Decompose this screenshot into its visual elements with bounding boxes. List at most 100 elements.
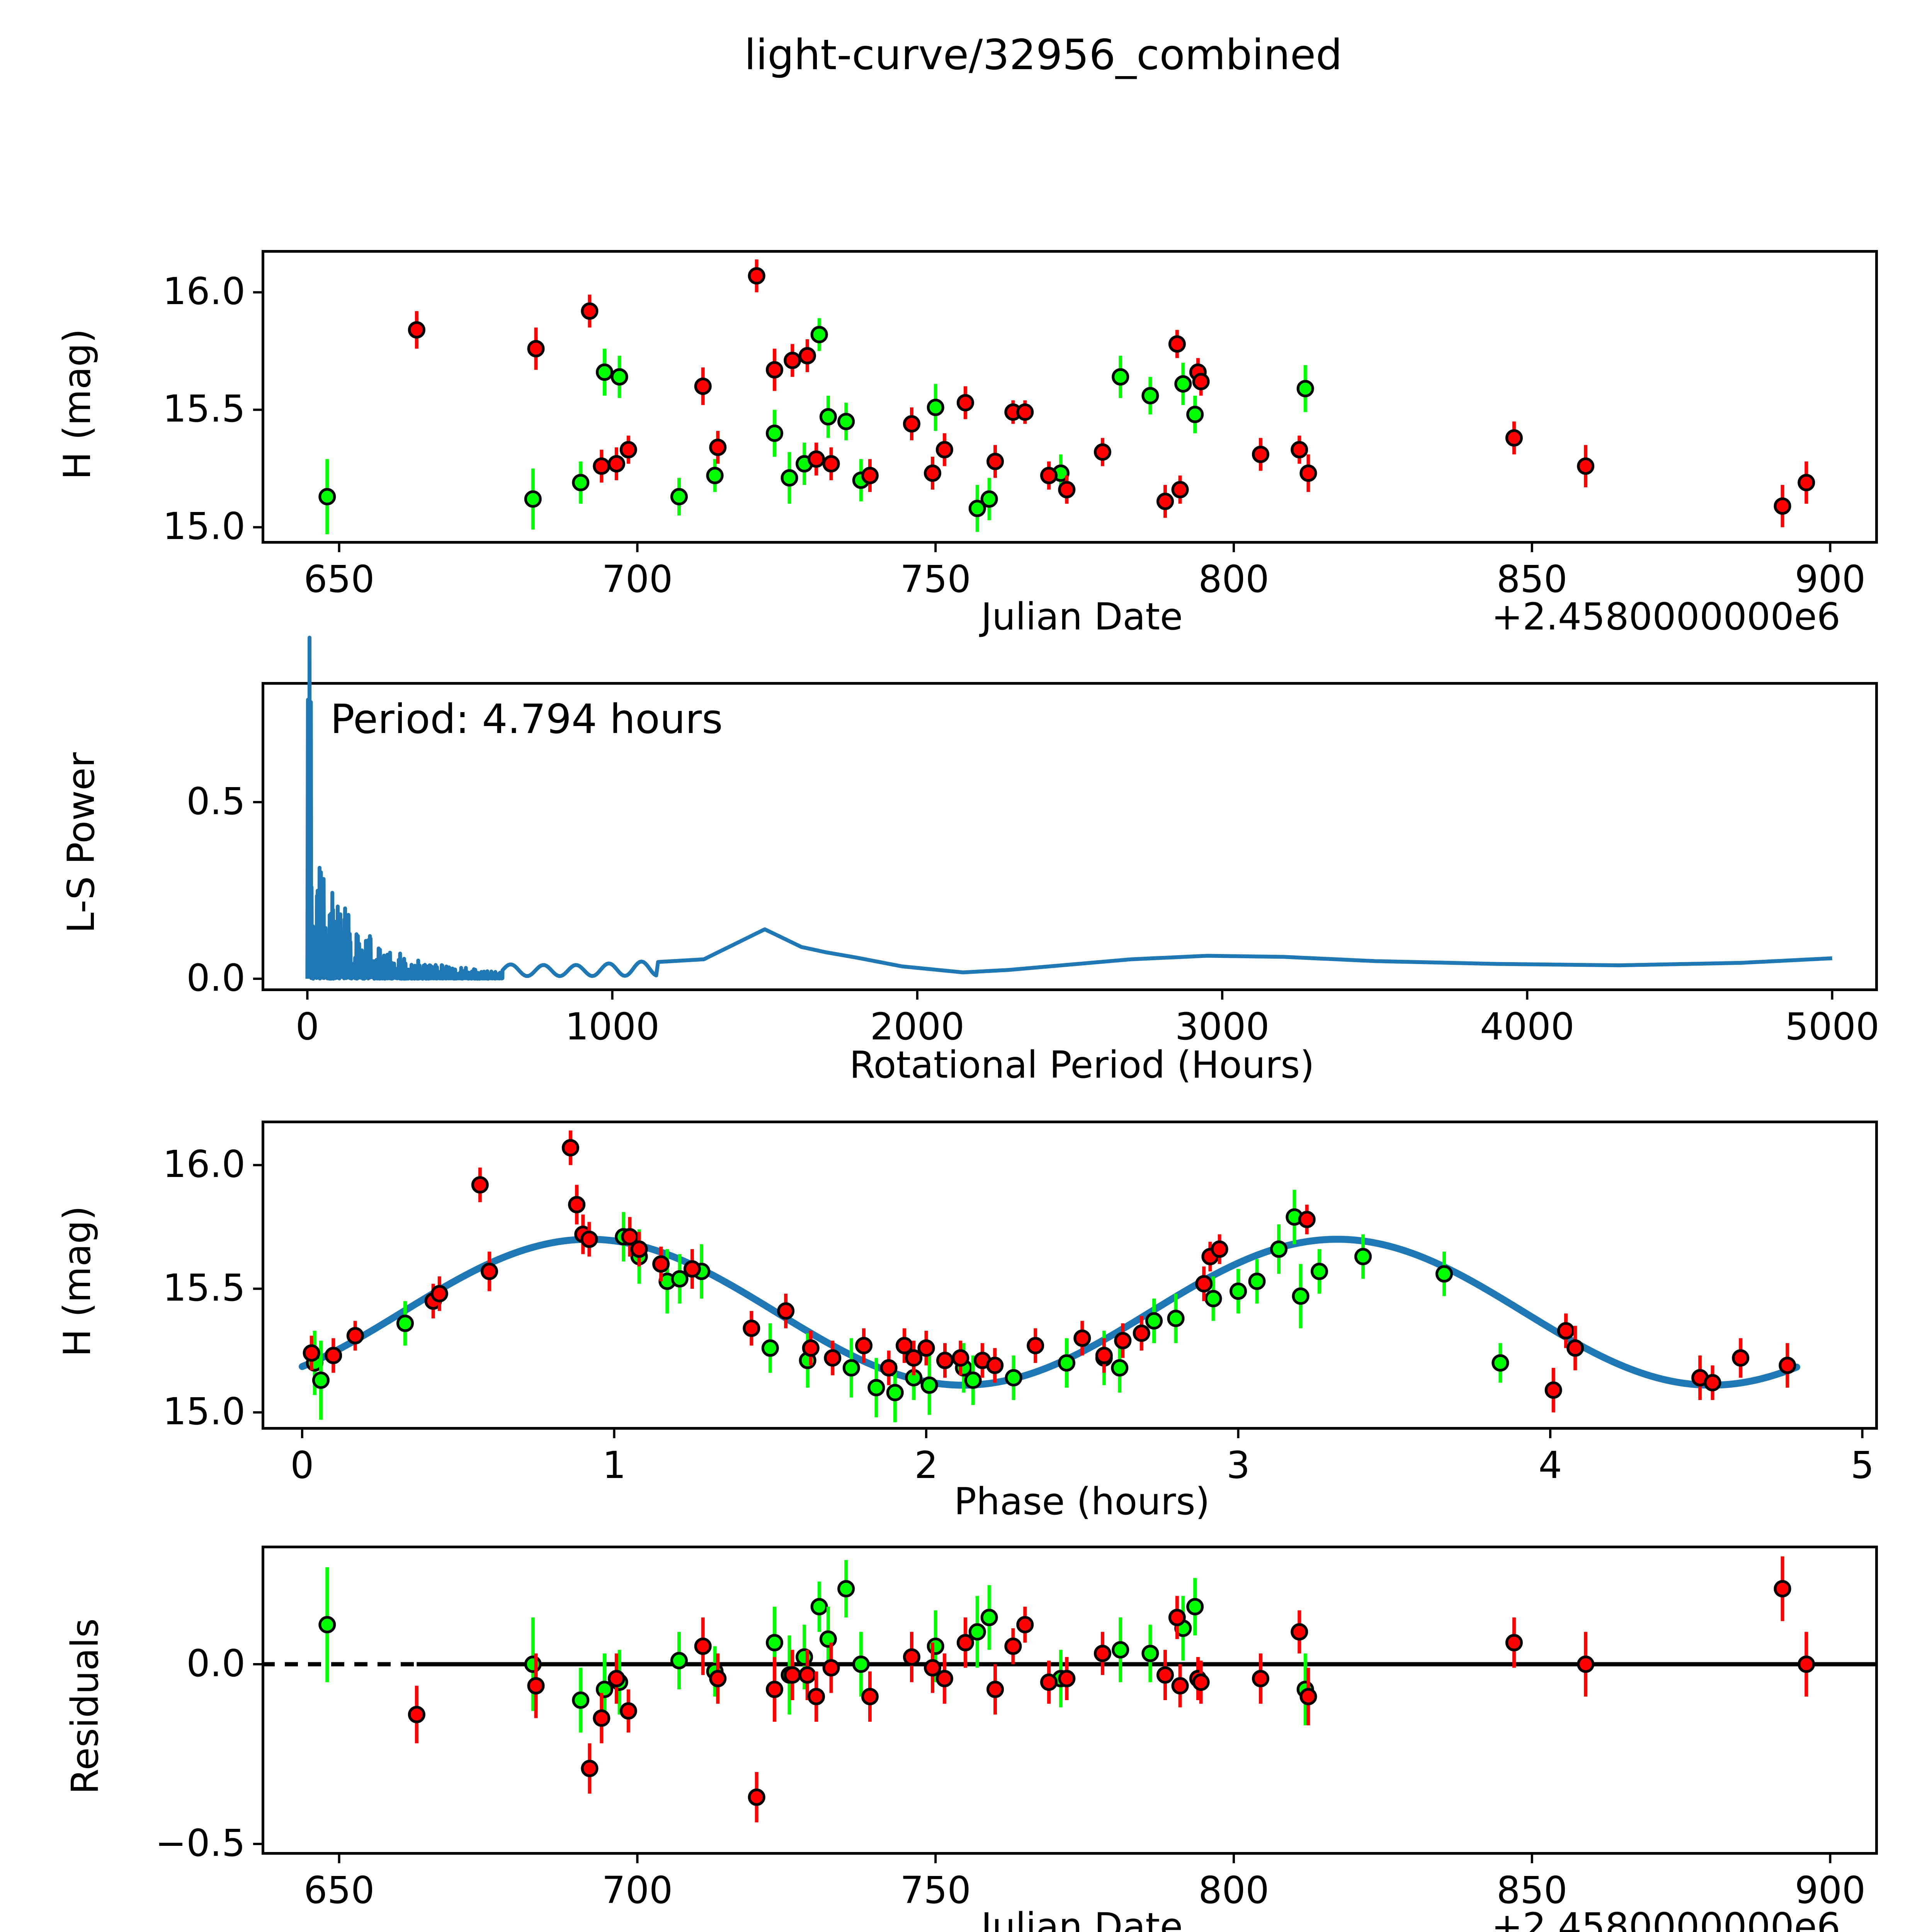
- series-red: [408, 1556, 1815, 1823]
- x-tick-label: 900: [1794, 1869, 1866, 1912]
- x-tick-label: 5000: [1785, 1005, 1879, 1048]
- data-point: [471, 1176, 489, 1194]
- data-point: [1291, 441, 1308, 459]
- data-point: [886, 1384, 904, 1401]
- data-point: [986, 1357, 1004, 1374]
- data-point: [1171, 1677, 1189, 1695]
- data-point: [986, 1680, 1004, 1698]
- x-tick-label: 850: [1497, 558, 1568, 601]
- residuals-x-offset: +2.4580000000e6: [1492, 1905, 1840, 1932]
- periodogram-xlabel: Rotational Period (Hours): [849, 1043, 1315, 1087]
- data-point: [572, 474, 590, 492]
- x-tick-label: 0: [290, 1444, 314, 1487]
- data-point: [1156, 1666, 1174, 1684]
- data-point: [936, 1352, 954, 1369]
- data-point: [1732, 1349, 1750, 1367]
- data-point: [880, 1359, 898, 1377]
- x-tick-label: 650: [304, 558, 375, 601]
- data-point: [903, 1648, 920, 1666]
- data-point: [630, 1240, 648, 1258]
- data-point: [1005, 1369, 1022, 1387]
- data-point: [822, 455, 840, 473]
- data-point: [318, 488, 336, 505]
- x-tick-label: 700: [602, 1869, 673, 1912]
- x-tick-label: 700: [602, 558, 673, 601]
- data-point: [671, 1270, 689, 1288]
- data-point: [956, 394, 974, 412]
- x-tick-label: 1000: [565, 1005, 660, 1048]
- x-tick-label: 2: [914, 1444, 938, 1487]
- x-tick-label: 750: [900, 558, 971, 601]
- data-point: [396, 1315, 414, 1332]
- y-tick-label: 16.0: [163, 270, 245, 313]
- data-point: [952, 1349, 969, 1367]
- data-point: [927, 1637, 944, 1655]
- data-point: [807, 450, 825, 468]
- data-point: [561, 1139, 579, 1156]
- data-point: [980, 1609, 998, 1626]
- series-green: [306, 1190, 1509, 1422]
- data-point: [709, 439, 727, 456]
- data-point: [611, 368, 628, 386]
- data-point: [1058, 1670, 1076, 1687]
- data-point: [781, 469, 798, 487]
- data-point: [1704, 1374, 1721, 1391]
- data-point: [408, 321, 425, 339]
- data-point: [810, 326, 828, 344]
- data-point: [1156, 493, 1174, 510]
- data-point: [867, 1379, 885, 1396]
- data-point: [593, 457, 611, 475]
- data-point: [964, 1371, 982, 1389]
- data-point: [694, 1637, 712, 1655]
- data-point: [968, 1623, 986, 1641]
- data-point: [1577, 1655, 1595, 1673]
- data-point: [593, 1709, 611, 1727]
- y-tick-label: 15.0: [163, 1390, 245, 1434]
- data-point: [1040, 467, 1058, 485]
- data-point: [1248, 1272, 1266, 1290]
- y-tick-label: −0.5: [155, 1821, 245, 1865]
- y-tick-label: 15.0: [163, 505, 245, 548]
- x-tick-label: 750: [900, 1869, 971, 1912]
- data-point: [596, 1680, 614, 1698]
- data-point: [917, 1339, 935, 1357]
- series-red: [303, 1130, 1796, 1413]
- data-point: [1270, 1240, 1288, 1258]
- data-point: [861, 467, 879, 485]
- data-point: [1094, 1645, 1111, 1662]
- y-tick-label: 15.5: [163, 1266, 245, 1310]
- x-tick-label: 800: [1198, 1869, 1269, 1912]
- data-point: [1112, 368, 1129, 386]
- data-point: [810, 1598, 828, 1616]
- data-point: [1505, 1634, 1523, 1651]
- data-point: [1230, 1282, 1247, 1300]
- y-tick-label: 0.0: [186, 1641, 245, 1685]
- x-tick-label: 3: [1226, 1444, 1250, 1487]
- data-point: [670, 488, 688, 505]
- y-tick-label: 16.0: [163, 1143, 245, 1186]
- data-point: [819, 1630, 837, 1648]
- data-point: [1492, 1354, 1509, 1372]
- data-point: [1195, 1275, 1213, 1293]
- data-point: [748, 267, 765, 285]
- y-tick-label: 0.0: [186, 956, 245, 1000]
- x-tick-label: 900: [1794, 558, 1866, 601]
- data-point: [802, 1339, 820, 1357]
- data-point: [1798, 1655, 1815, 1673]
- data-point: [837, 1580, 855, 1598]
- data-point: [524, 490, 542, 508]
- data-point: [670, 1652, 688, 1670]
- data-point: [842, 1359, 860, 1377]
- data-point: [527, 1677, 545, 1695]
- data-point: [1292, 1287, 1310, 1305]
- lightcurve-x-offset: +2.4580000000e6: [1492, 595, 1840, 638]
- data-point: [1058, 1354, 1075, 1372]
- data-point: [923, 464, 941, 482]
- data-point: [346, 1327, 364, 1345]
- data-point: [581, 302, 599, 320]
- data-point: [1058, 481, 1076, 498]
- data-point: [1544, 1381, 1562, 1399]
- data-point: [1016, 403, 1034, 421]
- data-point: [1435, 1265, 1453, 1283]
- x-tick-label: 4: [1538, 1444, 1562, 1487]
